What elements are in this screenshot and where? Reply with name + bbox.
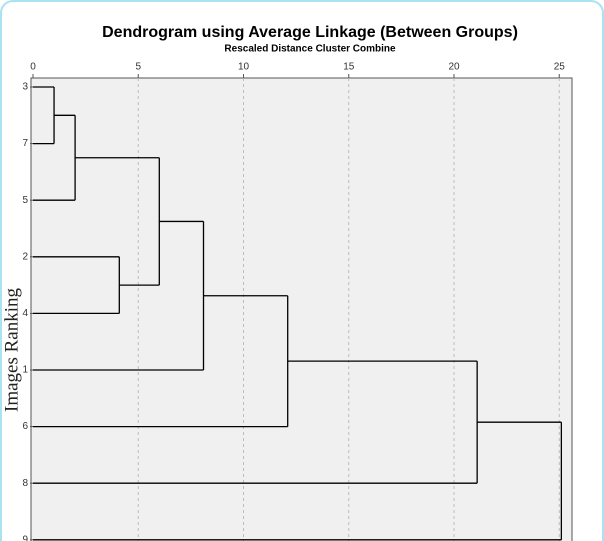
leaf-label: 7 <box>22 138 28 149</box>
x-tick-label: 0 <box>30 62 36 73</box>
leaf-label: 9 <box>22 534 28 541</box>
leaf-label: 2 <box>22 251 28 262</box>
plot-area <box>30 77 573 541</box>
x-tick-label: 10 <box>238 62 250 73</box>
x-tick-label: 20 <box>448 62 460 73</box>
chart-title: Dendrogram using Average Linkage (Betwee… <box>102 24 518 41</box>
leaf-label: 5 <box>22 195 28 206</box>
leaf-label: 3 <box>22 82 28 93</box>
leaf-label: 8 <box>22 478 28 489</box>
chart-subtitle: Rescaled Distance Cluster Combine <box>224 44 396 55</box>
leaf-label: 1 <box>22 365 28 376</box>
leaf-label: 6 <box>22 421 28 432</box>
x-tick-label: 15 <box>343 62 355 73</box>
y-axis-label: Images Ranking <box>1 288 22 413</box>
leaf-label: 4 <box>22 308 28 319</box>
x-tick-label: 25 <box>554 62 566 73</box>
x-tick-label: 5 <box>135 62 141 73</box>
